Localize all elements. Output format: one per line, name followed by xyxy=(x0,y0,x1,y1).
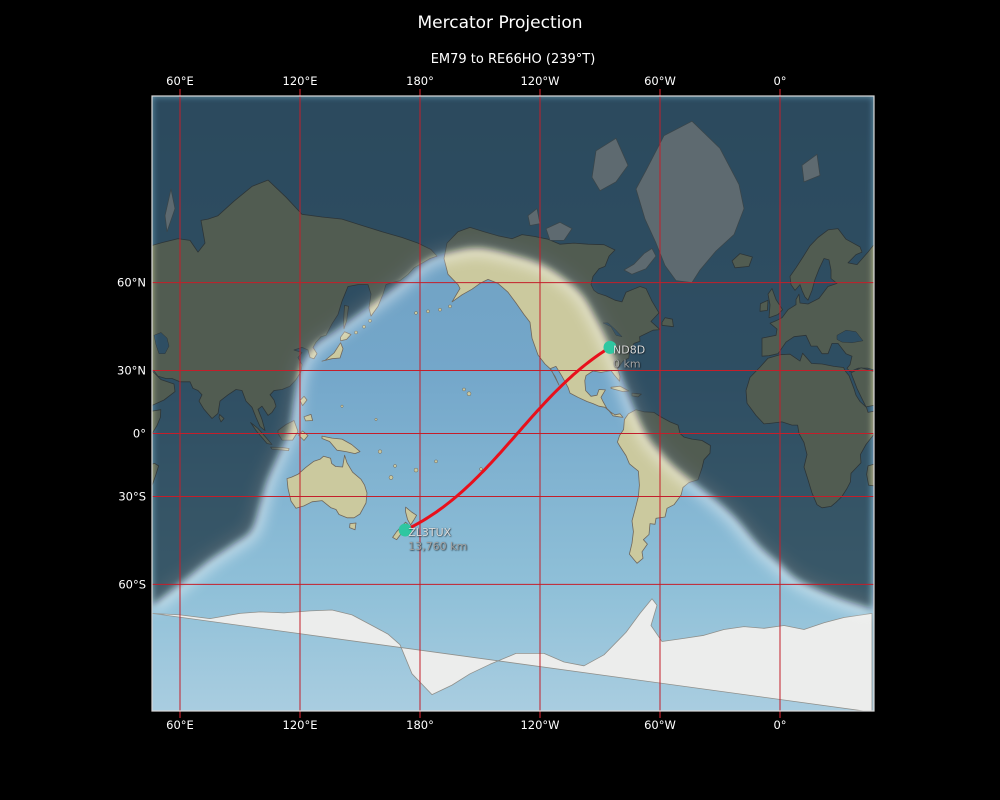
night-region-overlay xyxy=(152,96,874,609)
lon-label-top: 120°E xyxy=(283,74,318,88)
nz-north-island xyxy=(405,506,417,526)
minor-island xyxy=(374,418,378,421)
minor-island xyxy=(340,404,344,408)
distance-label-destination: 13,760 km xyxy=(408,540,467,553)
minor-island xyxy=(377,449,383,454)
java xyxy=(993,447,1000,451)
station-marker-destination xyxy=(398,523,412,537)
map-area xyxy=(0,96,1000,712)
minor-island xyxy=(438,307,442,312)
mindanao xyxy=(303,414,313,422)
new-guinea xyxy=(321,435,361,454)
novaya-zemlya xyxy=(887,189,897,232)
luzon xyxy=(299,395,308,406)
station-marker-origin xyxy=(603,340,617,354)
great-britain xyxy=(46,289,61,318)
lon-label-top: 120°W xyxy=(520,74,559,88)
lon-label-bottom: 60°W xyxy=(644,718,676,732)
svalbard xyxy=(80,154,98,182)
antarctica xyxy=(0,599,150,712)
minor-island xyxy=(462,387,466,392)
lon-label-bottom: 120°W xyxy=(520,718,559,732)
minor-island xyxy=(368,319,372,323)
australia xyxy=(286,454,368,519)
callsign-label-origin: ND8D xyxy=(613,343,645,356)
minor-island xyxy=(479,467,483,471)
ireland xyxy=(38,300,46,311)
minor-island xyxy=(466,391,472,396)
minor-island xyxy=(413,467,419,473)
lon-label-bottom: 60°E xyxy=(166,718,194,732)
lat-label-left: 0° xyxy=(133,427,146,441)
black-sea xyxy=(115,330,141,343)
minor-island xyxy=(362,324,366,329)
great-circle-path xyxy=(403,345,612,532)
lon-label-bottom: 180° xyxy=(406,718,434,732)
lat-label-left: 60°N xyxy=(117,276,146,290)
lon-label-top: 60°E xyxy=(166,74,194,88)
lon-label-bottom: 0° xyxy=(773,718,786,732)
antarctica xyxy=(873,613,874,614)
sumatra xyxy=(973,423,994,445)
minor-island xyxy=(393,464,397,468)
greenland xyxy=(0,121,22,282)
iceland xyxy=(10,254,30,268)
graticule: 60°E 60°E 120°E 120°E 180° 180° 120°W 120°W 60°W… xyxy=(117,74,874,732)
lat-label-left: 30°N xyxy=(117,364,146,378)
map-border xyxy=(151,95,875,712)
sri-lanka xyxy=(941,414,946,422)
minor-island xyxy=(434,459,438,464)
minor-island xyxy=(354,330,358,335)
honshu xyxy=(321,342,344,362)
lat-label-left: 60°S xyxy=(118,577,146,591)
lon-label-top: 0° xyxy=(773,74,786,88)
lon-label-bottom: 120°E xyxy=(283,718,318,732)
minor-island xyxy=(448,304,452,309)
minor-island xyxy=(388,475,394,480)
caspian-sea xyxy=(876,333,891,354)
minor-island xyxy=(414,311,418,315)
tasmania xyxy=(349,522,357,531)
lon-label-top: 60°W xyxy=(644,74,676,88)
subtitle-path-description: EM79 to RE66HO (239°T) xyxy=(430,52,596,67)
distance-label-origin: 0 km xyxy=(613,357,641,370)
antarctica xyxy=(152,598,873,711)
page-title: Mercator Projection xyxy=(417,13,583,33)
lon-label-top: 180° xyxy=(406,74,434,88)
minor-island xyxy=(426,309,430,314)
callsign-label-destination: ZL3TUX xyxy=(408,526,451,539)
lat-label-left: 30°S xyxy=(118,489,146,503)
